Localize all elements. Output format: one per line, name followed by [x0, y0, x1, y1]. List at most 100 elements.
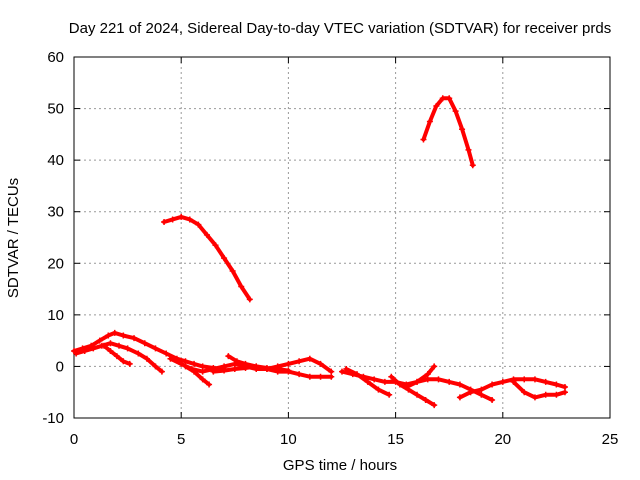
- series-arc-early-c: [101, 342, 133, 367]
- x-axis-label: GPS time / hours: [283, 457, 397, 474]
- data-point: [452, 108, 459, 115]
- data-point: [96, 337, 103, 344]
- data-point: [456, 394, 463, 401]
- y-tick-label: 40: [47, 152, 64, 169]
- data-point: [178, 213, 185, 220]
- data-point: [521, 376, 528, 383]
- data-point: [231, 366, 238, 373]
- data-point: [431, 363, 438, 370]
- y-axis-ticks: -10 0 10 20 30 40 50 60: [42, 49, 610, 427]
- data-point: [396, 381, 403, 388]
- data-point: [203, 231, 210, 238]
- data-point: [101, 342, 108, 349]
- y-tick-label: -10: [42, 410, 64, 427]
- data-point: [113, 353, 120, 360]
- data-point: [158, 368, 165, 375]
- data-point: [386, 391, 393, 398]
- data-point: [381, 378, 388, 385]
- data-point: [233, 358, 240, 365]
- data-point: [253, 363, 260, 370]
- data-point: [167, 355, 174, 362]
- data-point: [521, 389, 528, 396]
- data-point: [364, 378, 371, 385]
- series-trace: [162, 214, 252, 302]
- data-point: [439, 95, 446, 102]
- data-point: [229, 268, 236, 275]
- y-tick-label: 20: [47, 255, 64, 272]
- data-point: [542, 378, 549, 385]
- series-arc-late-a: [339, 368, 496, 403]
- series-arc-50: [420, 95, 476, 169]
- data-point: [225, 353, 232, 360]
- y-tick-label: 50: [47, 101, 64, 118]
- data-point: [467, 389, 474, 396]
- data-point: [371, 376, 378, 383]
- data-point: [131, 335, 138, 342]
- series-arc-early: [71, 329, 228, 373]
- data-point: [489, 396, 496, 403]
- data-point: [328, 368, 335, 375]
- data-point: [446, 378, 453, 385]
- data-point: [478, 386, 485, 393]
- data-point: [375, 386, 382, 393]
- data-point: [124, 345, 131, 352]
- data-point: [343, 366, 350, 373]
- series-trace: [404, 364, 437, 390]
- data-point: [420, 136, 427, 143]
- data-point: [446, 95, 453, 102]
- data-point: [510, 378, 517, 385]
- series-arc-late-d: [403, 363, 438, 391]
- data-point: [306, 355, 313, 362]
- series-arc-early-b: [73, 340, 165, 375]
- data-point: [191, 368, 198, 375]
- data-point: [120, 332, 127, 339]
- y-tick-label: 0: [56, 358, 64, 375]
- data-point: [116, 342, 123, 349]
- data-point: [73, 350, 80, 357]
- data-point: [426, 118, 433, 125]
- data-point: [274, 366, 281, 373]
- y-tick-label: 30: [47, 204, 64, 221]
- data-point: [433, 102, 440, 109]
- data-point: [199, 368, 206, 375]
- data-point: [191, 360, 198, 367]
- data-point: [296, 358, 303, 365]
- data-point: [242, 364, 249, 371]
- data-point: [531, 394, 538, 401]
- data-point: [553, 391, 560, 398]
- y-tick-label: 10: [47, 307, 64, 324]
- data-point: [296, 371, 303, 378]
- series-trace: [72, 330, 227, 371]
- data-point: [388, 373, 395, 380]
- data-point: [178, 360, 185, 367]
- data-point: [553, 381, 560, 388]
- series-trace: [183, 364, 212, 387]
- plot-frame: [73, 56, 611, 419]
- series-arc-mid-b: [182, 363, 213, 388]
- data-point: [456, 381, 463, 388]
- data-point: [152, 345, 159, 352]
- data-point: [561, 389, 568, 396]
- data-point: [186, 216, 193, 223]
- data-point: [152, 363, 159, 370]
- data-point: [499, 378, 506, 385]
- data-point: [424, 376, 431, 383]
- data-point: [199, 363, 206, 370]
- series-arc-late-f: [510, 378, 568, 401]
- data-point: [285, 367, 292, 374]
- data-point: [542, 391, 549, 398]
- x-tick-label: 5: [177, 431, 185, 448]
- data-point: [414, 378, 421, 385]
- x-axis-ticks: 0 5 10 15 20 25: [70, 57, 618, 448]
- data-point: [161, 219, 168, 226]
- data-point: [210, 368, 217, 375]
- data-point: [169, 216, 176, 223]
- data-point: [328, 373, 335, 380]
- data-point: [422, 396, 429, 403]
- data-point: [221, 367, 228, 374]
- data-point: [531, 376, 538, 383]
- series-trace: [389, 374, 437, 408]
- data-point: [143, 355, 150, 362]
- data-point: [435, 376, 442, 383]
